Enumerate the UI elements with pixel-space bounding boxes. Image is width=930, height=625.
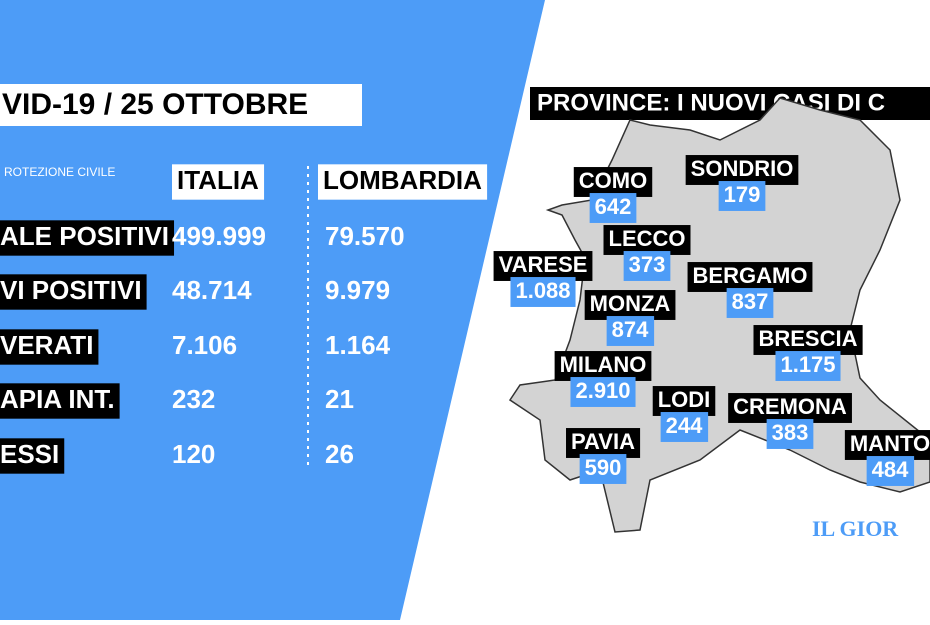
row-label-box [0,383,120,419]
province-value-box [589,193,637,223]
province-value-box [570,377,636,407]
province-name-box [753,325,863,355]
column-header-box [172,164,265,200]
cell-value: 120 [172,439,215,469]
province-name-box [728,393,852,423]
cell-value: 1.164 [325,330,391,360]
province-name: MANTO [850,431,930,456]
province-name-box [603,225,691,255]
logo: IL GIOR [812,516,899,541]
province-value-box [579,454,627,484]
cell-value: 7.106 [172,330,237,360]
row-label-box [0,329,99,365]
source: ROTEZIONE CIVILE [4,165,115,179]
cell-value: 499.999 [172,221,266,251]
province-value-box [775,351,841,381]
province-name: COMO [579,168,647,193]
province-value: 383 [772,420,809,445]
province-value: 1.088 [515,278,570,303]
column-header: LOMBARDIA [323,165,482,195]
province-value-box [866,456,915,486]
cell-value: 26 [325,439,354,469]
blue-panel [0,0,545,620]
row-label-box [0,438,65,474]
map-title: PROVINCE: I NUOVI CASI DI C [537,89,885,116]
province-name-box [652,386,716,416]
province-value: 2.910 [575,378,630,403]
row-label: VERATI [0,330,93,360]
row-label-box [0,274,147,310]
province-value-box [726,288,774,318]
province-name-box [566,428,641,458]
cell-value: 79.570 [325,221,405,251]
title: VID-19 / 25 OTTOBRE [2,88,308,121]
title-box [0,84,362,126]
column-header: ITALIA [177,165,259,195]
province-name-box [554,351,652,381]
cell-value: 232 [172,384,215,414]
province-value-box [766,419,814,449]
province-name-box [844,430,930,460]
province-name: BRESCIA [758,326,857,351]
row-label-box [0,220,175,256]
cell-value: 9.979 [325,275,390,305]
province-name-box [685,155,799,185]
province-name: BERGAMO [693,263,808,288]
province-name-box [493,251,593,281]
province-value-box [660,412,709,442]
province-value-box [718,181,766,211]
province-value-box [510,277,576,307]
province-name-box [687,262,813,292]
column-header-box [318,164,488,200]
province-name-box [573,167,653,197]
province-value: 874 [612,317,649,342]
map-title-box [530,87,930,120]
row-label: VI POSITIVI [0,275,142,305]
province-value-box [606,316,655,346]
province-value: 484 [872,457,909,482]
province-value: 642 [595,194,632,219]
province-name: PAVIA [571,429,635,454]
province-name: MILANO [560,352,647,377]
row-label: ESSI [0,439,59,469]
province-value: 1.175 [780,352,835,377]
province-value: 244 [666,413,703,438]
province-value: 179 [724,182,761,207]
province-value: 373 [629,252,666,277]
row-label: ALE POSITIVI [0,221,169,251]
province-name: CREMONA [733,394,847,419]
province-name: LODI [658,387,711,412]
province-value-box [623,251,671,281]
province-name: MONZA [590,291,671,316]
province-value: 837 [732,289,769,314]
province-name-box [584,290,676,320]
province-name: SONDRIO [691,156,794,181]
province-value: 590 [585,455,622,480]
province-name: LECCO [609,226,686,251]
row-label: APIA INT. [0,384,115,414]
cell-value: 48.714 [172,275,252,305]
province-name: VARESE [499,252,588,277]
cell-value: 21 [325,384,354,414]
